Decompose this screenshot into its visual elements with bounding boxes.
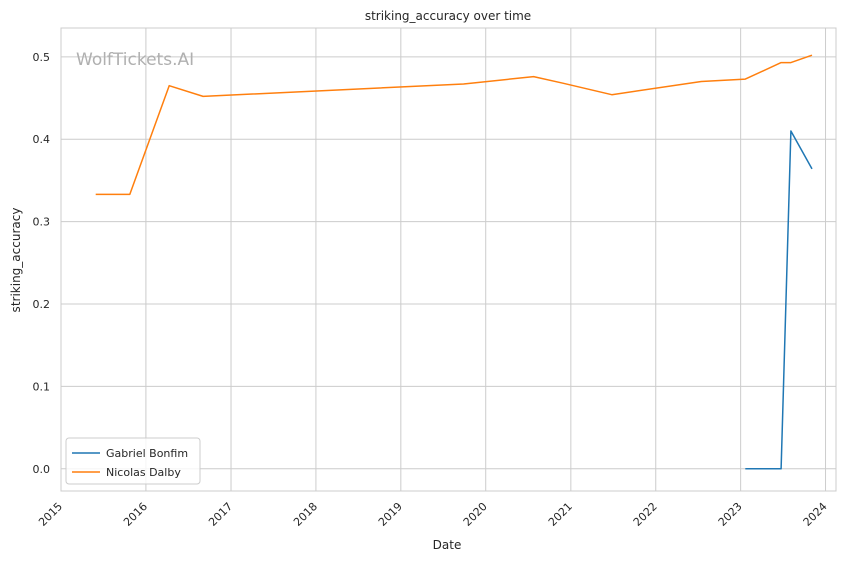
y-tick-label: 0.5: [33, 51, 51, 64]
grid: [60, 28, 836, 491]
legend-label-nicolas-dalby: Nicolas Dalby: [106, 466, 181, 479]
y-axis-ticks: 0.0 0.1 0.2 0.3 0.4 0.5: [33, 51, 51, 476]
series-line-gabriel-bonfim: [745, 130, 813, 470]
chart-title: striking_accuracy over time: [365, 9, 531, 23]
legend-label-gabriel-bonfim: Gabriel Bonfim: [106, 447, 188, 460]
y-tick-label: 0.0: [33, 463, 51, 476]
watermark: WolfTickets.AI: [76, 50, 194, 70]
plot-frame: [60, 27, 837, 492]
x-axis-label: Date: [433, 538, 462, 552]
y-tick-label: 0.4: [33, 133, 51, 146]
y-tick-label: 0.1: [33, 380, 51, 393]
y-axis-label: striking_accuracy: [9, 208, 23, 313]
y-tick-label: 0.3: [33, 216, 51, 229]
series-lines: [95, 54, 813, 470]
series-line-nicolas-dalby: [95, 54, 813, 196]
y-tick-label: 0.2: [33, 298, 51, 311]
legend: Gabriel Bonfim Nicolas Dalby: [65, 437, 201, 485]
